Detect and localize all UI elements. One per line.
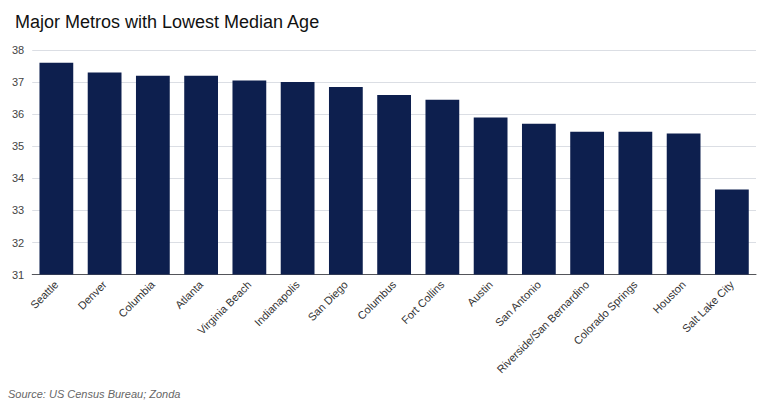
svg-text:38: 38 <box>12 44 24 56</box>
svg-text:Houston: Houston <box>650 278 687 315</box>
svg-text:Austin: Austin <box>465 278 495 308</box>
svg-text:34: 34 <box>12 172 24 184</box>
svg-text:31: 31 <box>12 269 24 281</box>
svg-text:Colorado Springs: Colorado Springs <box>571 278 640 347</box>
svg-text:Source: US Census Bureau; Zond: Source: US Census Bureau; Zonda <box>8 388 180 400</box>
svg-text:Columbia: Columbia <box>116 278 158 320</box>
svg-text:Virginia Beach: Virginia Beach <box>195 278 253 336</box>
svg-text:Seattle: Seattle <box>28 278 61 311</box>
svg-text:Denver: Denver <box>75 278 109 312</box>
svg-text:Salt Lake City: Salt Lake City <box>680 278 737 335</box>
svg-text:Columbus: Columbus <box>355 278 399 322</box>
svg-text:37: 37 <box>12 76 24 88</box>
svg-text:Indianapolis: Indianapolis <box>252 278 302 328</box>
svg-text:Riverside/San Bernardino: Riverside/San Bernardino <box>494 278 591 375</box>
svg-text:35: 35 <box>12 140 24 152</box>
svg-text:36: 36 <box>12 108 24 120</box>
svg-text:32: 32 <box>12 237 24 249</box>
svg-text:Major Metros with Lowest Media: Major Metros with Lowest Median Age <box>15 12 319 32</box>
svg-text:33: 33 <box>12 204 24 216</box>
svg-text:San Diego: San Diego <box>305 278 350 323</box>
svg-text:San Antonio: San Antonio <box>493 278 543 328</box>
svg-text:Fort Collins: Fort Collins <box>399 278 447 326</box>
svg-text:Atlanta: Atlanta <box>173 278 206 311</box>
